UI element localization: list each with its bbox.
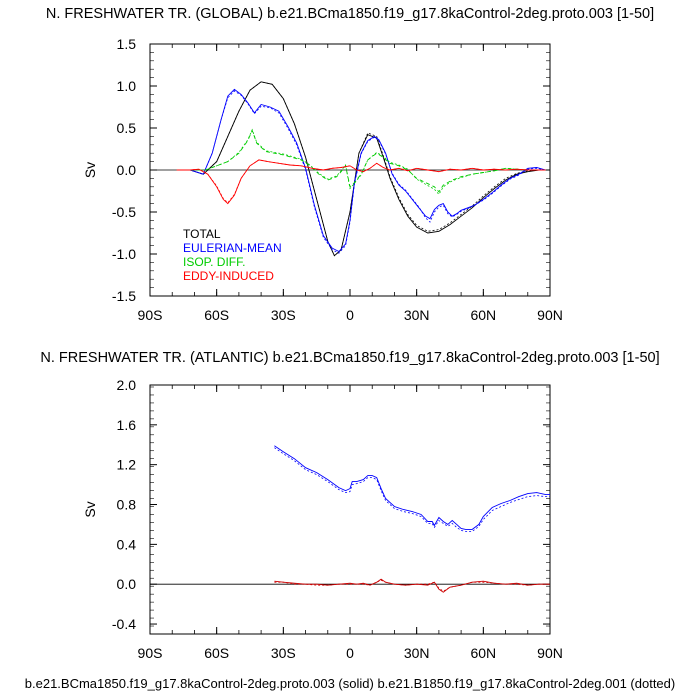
series-line-dotted	[274, 579, 550, 592]
y-tick-label: -0.4	[112, 616, 136, 632]
footer-caption: b.e21.BCma1850.f19_g17.8kaControl-2deg.p…	[24, 676, 676, 691]
legend-entry: ISOP. DIFF.	[183, 255, 245, 269]
legend-entry: EULERIAN-MEAN	[183, 241, 282, 255]
y-tick-label: 1.2	[117, 457, 137, 473]
y-tick-label: 0.0	[117, 162, 137, 178]
series-line-solid	[176, 129, 546, 193]
chart-0: 90S 60S 30S 0 30N 60N 90N -1.5 -1.0 -0.5 0.0 0.5 1.0…	[82, 36, 563, 323]
series-line-solid	[176, 81, 546, 257]
y-tick-label: 1.6	[117, 417, 137, 433]
x-tick-label: 30N	[404, 645, 430, 661]
y-tick-label: 1.5	[117, 36, 137, 52]
x-tick-label: 30S	[271, 307, 296, 323]
y-tick-label: 1.0	[117, 78, 137, 94]
y-axis-label: Sv	[82, 501, 98, 517]
y-tick-label: 0.5	[117, 120, 137, 136]
series-line-solid	[274, 445, 550, 530]
x-tick-label: 60S	[204, 645, 229, 661]
chart-title-atlantic: N. FRESHWATER TR. (ATLANTIC) b.e21.BCma1…	[40, 350, 660, 366]
y-axis-label: Sv	[82, 162, 98, 178]
x-tick-label: 90S	[138, 645, 163, 661]
series-line-dotted	[274, 447, 550, 532]
y-tick-label: 0.8	[117, 497, 137, 513]
x-tick-label: 60N	[470, 645, 496, 661]
chart-title-global: N. FRESHWATER TR. (GLOBAL) b.e21.BCma185…	[45, 6, 655, 22]
series-line-dotted	[176, 159, 546, 204]
y-tick-label: -1.5	[112, 288, 136, 304]
series-line-solid	[176, 88, 546, 253]
y-tick-label: -0.5	[112, 204, 136, 220]
x-tick-label: 90N	[537, 645, 563, 661]
y-tick-label: -1.0	[112, 246, 136, 262]
x-tick-label: 60N	[470, 307, 496, 323]
chart-1: 90S 60S 30S 0 30N 60N 90N -0.4 0.0 0.4 0.8 1.2 1.6 2.…	[82, 377, 563, 661]
x-tick-label: 30N	[404, 307, 430, 323]
x-tick-label: 60S	[204, 307, 229, 323]
series-line-solid	[274, 578, 550, 593]
x-tick-label: 30S	[271, 645, 296, 661]
series-line-solid	[176, 159, 546, 205]
x-tick-label: 90N	[537, 307, 563, 323]
legend-entry: TOTAL	[183, 227, 221, 241]
legend-entry: EDDY-INDUCED	[183, 269, 274, 283]
y-tick-label: 0.4	[117, 536, 137, 552]
series-line-dotted	[176, 81, 546, 257]
x-tick-label: 0	[346, 307, 354, 323]
y-tick-label: 2.0	[117, 377, 137, 393]
series-line-dotted	[176, 128, 546, 196]
x-tick-label: 0	[346, 645, 354, 661]
y-tick-label: 0.0	[117, 576, 137, 592]
x-tick-label: 90S	[138, 307, 163, 323]
series-line-dotted	[176, 90, 546, 254]
